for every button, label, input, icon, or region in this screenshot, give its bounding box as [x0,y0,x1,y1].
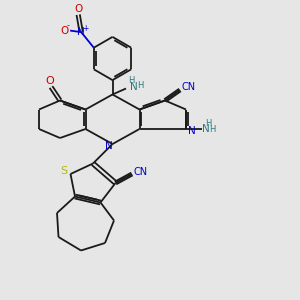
Text: O: O [61,26,69,36]
Text: N: N [188,126,195,136]
Text: H: H [209,124,215,134]
Text: N: N [130,82,137,92]
Text: H: H [128,76,134,85]
Text: H: H [205,119,212,128]
Text: +: + [82,24,88,33]
Text: N: N [77,27,85,37]
Text: S: S [60,166,68,176]
Text: N: N [105,141,113,152]
Text: O: O [74,4,82,14]
Text: H: H [137,81,143,90]
Text: -: - [67,21,70,30]
Text: CN: CN [133,167,147,177]
Text: O: O [45,76,54,86]
Text: CN: CN [181,82,196,92]
Text: N: N [202,124,209,134]
